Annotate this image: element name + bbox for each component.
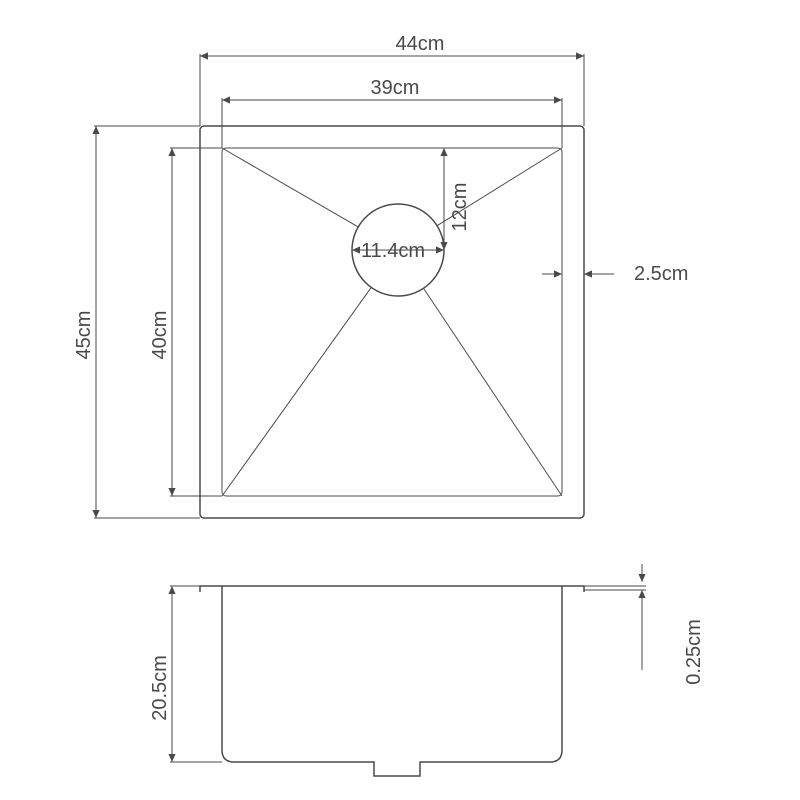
sink-side-profile (200, 586, 584, 776)
dim-label: 39cm (371, 77, 420, 99)
dim-label: 44cm (396, 33, 445, 55)
dim-label: 11.4cm (361, 240, 425, 262)
sink-outer-rect (200, 126, 584, 518)
dim-label: 40cm (149, 311, 171, 360)
dim-label: 20.5cm (149, 655, 171, 721)
dim-label: 0.25cm (683, 619, 705, 685)
dim-label: 12cm (449, 183, 471, 232)
technical-drawing: 44cm 39cm 45cm 40cm 11.4cm 12cm 2.5cm 20.5cm 0.2… (0, 0, 800, 800)
dim-label: 45cm (73, 311, 95, 360)
dim-label: 2.5cm (634, 263, 688, 285)
sink-inner-rect (222, 148, 562, 496)
